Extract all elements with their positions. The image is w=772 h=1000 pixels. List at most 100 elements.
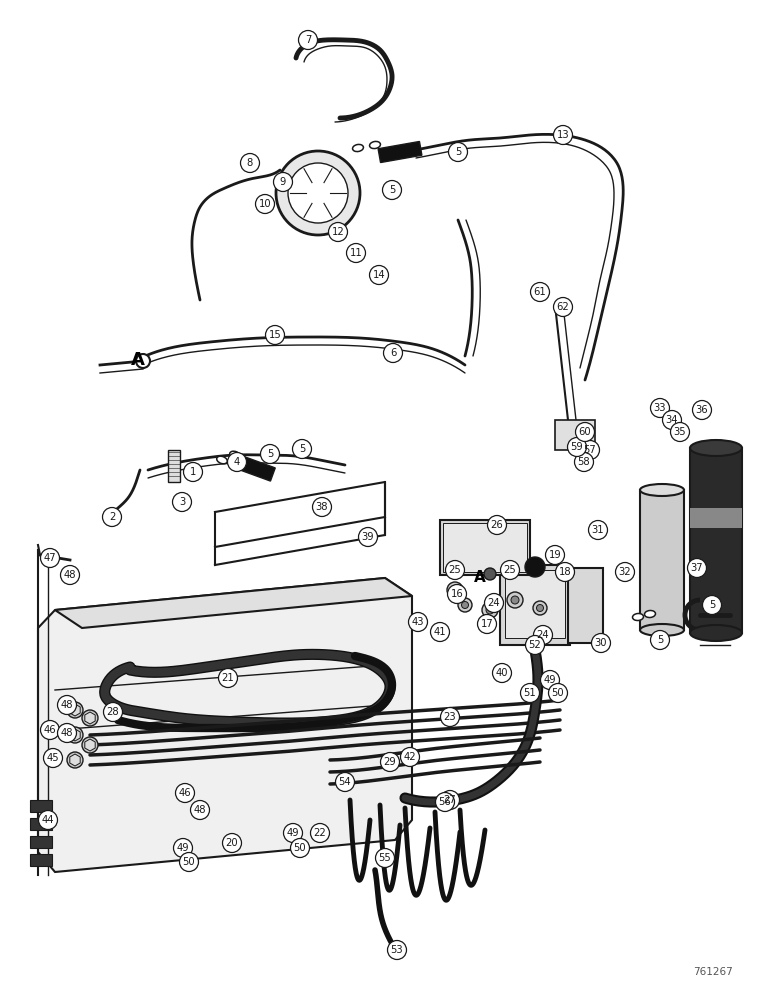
Text: 761267: 761267 (693, 967, 733, 977)
Circle shape (103, 702, 123, 722)
Text: 36: 36 (696, 405, 709, 415)
Circle shape (174, 838, 192, 857)
Text: 1: 1 (190, 467, 196, 477)
Text: 50: 50 (552, 688, 564, 698)
Circle shape (180, 852, 198, 871)
Circle shape (329, 223, 347, 241)
Circle shape (651, 398, 669, 418)
Circle shape (40, 720, 59, 740)
Text: 39: 39 (362, 532, 374, 542)
Circle shape (493, 664, 512, 682)
Circle shape (574, 452, 594, 472)
Text: 26: 26 (491, 520, 503, 530)
Text: 21: 21 (222, 673, 235, 683)
Bar (30, 836, 52, 848)
Circle shape (526, 636, 544, 654)
Ellipse shape (632, 613, 644, 621)
Bar (30, 800, 52, 812)
Circle shape (449, 142, 468, 161)
Text: 15: 15 (269, 330, 281, 340)
Text: 53: 53 (391, 945, 403, 955)
Text: 47: 47 (44, 553, 56, 563)
Text: 57: 57 (584, 445, 597, 455)
Text: 22: 22 (313, 828, 327, 838)
Text: 61: 61 (533, 287, 547, 297)
Text: 5: 5 (389, 185, 395, 195)
Circle shape (57, 724, 76, 742)
Bar (440, 520, 530, 575)
Circle shape (191, 800, 209, 820)
Circle shape (554, 125, 573, 144)
Circle shape (375, 848, 394, 867)
Polygon shape (38, 578, 412, 872)
Circle shape (662, 410, 682, 430)
Text: 29: 29 (384, 757, 396, 767)
Polygon shape (378, 141, 422, 163)
Circle shape (222, 834, 242, 852)
Circle shape (82, 710, 98, 726)
Circle shape (384, 344, 402, 362)
Circle shape (447, 582, 463, 598)
Text: A: A (474, 570, 486, 585)
Circle shape (591, 634, 611, 652)
Polygon shape (69, 754, 80, 766)
Circle shape (172, 492, 191, 512)
Circle shape (388, 940, 407, 960)
Circle shape (485, 593, 503, 612)
Text: 35: 35 (674, 427, 686, 437)
Polygon shape (69, 729, 80, 741)
Text: 33: 33 (654, 403, 666, 413)
Circle shape (256, 194, 275, 214)
Circle shape (567, 438, 587, 456)
Circle shape (588, 520, 608, 540)
Bar (555, 420, 595, 450)
Text: 25: 25 (503, 565, 516, 575)
Circle shape (431, 622, 449, 642)
Circle shape (67, 702, 83, 718)
Bar (30, 818, 52, 830)
Polygon shape (85, 739, 95, 751)
Text: 20: 20 (225, 838, 239, 848)
Text: 45: 45 (46, 753, 59, 763)
Circle shape (540, 670, 560, 690)
Circle shape (136, 354, 150, 368)
Text: 19: 19 (549, 550, 561, 560)
Text: 46: 46 (178, 788, 191, 798)
Polygon shape (55, 578, 412, 628)
Circle shape (441, 790, 459, 810)
Ellipse shape (690, 440, 742, 456)
Circle shape (615, 562, 635, 582)
Text: 2: 2 (109, 512, 115, 522)
Circle shape (175, 784, 195, 802)
Circle shape (520, 684, 540, 702)
Circle shape (336, 772, 354, 792)
Ellipse shape (640, 624, 684, 636)
Circle shape (218, 668, 238, 688)
Text: 24: 24 (488, 598, 500, 608)
Circle shape (507, 592, 523, 608)
Text: 46: 46 (44, 725, 56, 735)
Circle shape (500, 560, 520, 580)
Text: 48: 48 (61, 700, 73, 710)
Circle shape (533, 601, 547, 615)
Text: 44: 44 (42, 815, 54, 825)
Text: A: A (131, 351, 145, 369)
Circle shape (288, 163, 348, 223)
Text: 48: 48 (64, 570, 76, 580)
Text: 56: 56 (438, 797, 452, 807)
Text: 49: 49 (543, 675, 557, 685)
Circle shape (370, 265, 388, 284)
Circle shape (435, 792, 455, 812)
Bar (568, 568, 603, 643)
Circle shape (556, 562, 574, 582)
Circle shape (313, 497, 331, 516)
Text: 34: 34 (665, 415, 679, 425)
Circle shape (67, 752, 83, 768)
Text: 5: 5 (709, 600, 715, 610)
Circle shape (347, 243, 365, 262)
Bar (30, 854, 52, 866)
Circle shape (103, 508, 121, 526)
Text: 5: 5 (267, 449, 273, 459)
Circle shape (451, 586, 459, 594)
Circle shape (533, 626, 553, 645)
